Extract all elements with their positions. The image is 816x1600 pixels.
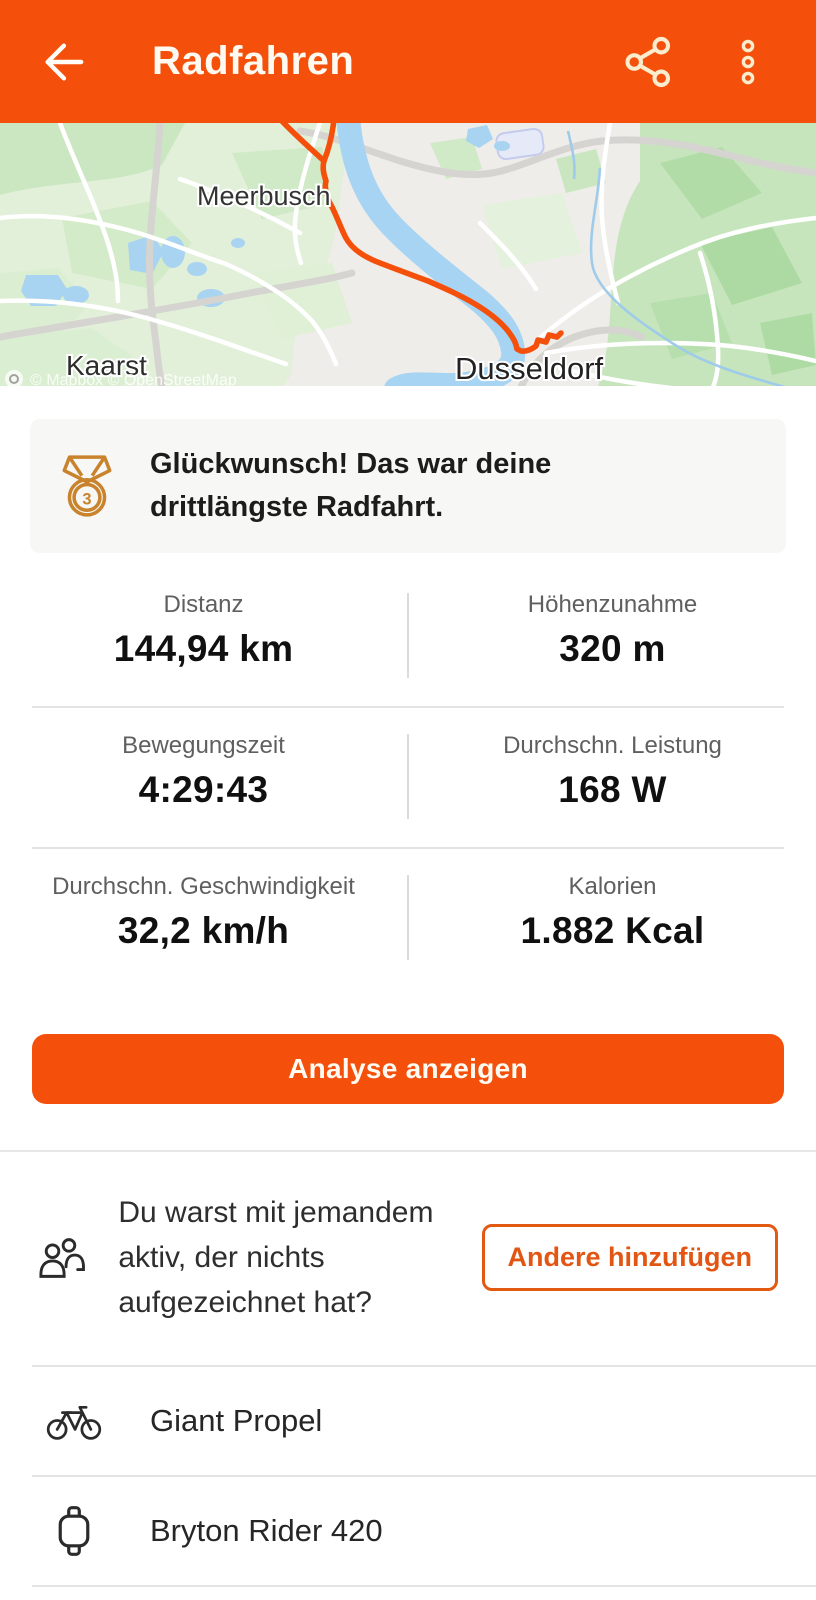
bronze-medal-icon: 3 (62, 455, 112, 517)
stat-value: 4:29:43 (138, 769, 269, 810)
three-dot-menu-icon (741, 39, 755, 84)
stats-vertical-divider (407, 734, 409, 819)
stat-label: Höhenzunahme (527, 591, 698, 618)
device-gear-row[interactable]: Bryton Rider 420 (0, 1477, 816, 1585)
map-label-kaarst: Kaarst (66, 350, 147, 381)
show-analysis-button[interactable]: Analyse anzeigen (32, 1034, 784, 1104)
activity-route-map[interactable]: Meerbusch Kaarst Dusseldorf © Mapbox © O… (0, 123, 816, 386)
stats-vertical-divider (407, 875, 409, 960)
mapbox-logo-icon (5, 370, 23, 386)
stat-label: Durchschn. Leistung (503, 732, 722, 759)
stat-average-power: Durchschn. Leistung 168 W (409, 732, 816, 847)
stats-row-2: Bewegungszeit 4:29:43 Durchschn. Leistun… (0, 708, 816, 847)
map-roads-major (0, 123, 816, 386)
group-activity-section: Du warst mit jemandem aktiv, der nichts … (0, 1152, 816, 1365)
stat-value: 1.882 Kcal (520, 910, 705, 951)
map-attribution: © Mapbox © OpenStreetMap (30, 372, 237, 386)
stats-row-3: Durchschn. Geschwindigkeit 32,2 km/h Kal… (0, 849, 816, 988)
mapbox-logo-dot (9, 374, 19, 384)
stat-distance: Distanz 144,94 km (0, 591, 407, 706)
list-divider (32, 1365, 816, 1367)
map-label-dusseldorf: Dusseldorf (455, 351, 604, 386)
stats-horizontal-divider (32, 847, 784, 849)
stats-horizontal-divider (32, 706, 784, 708)
overflow-menu-button[interactable] (720, 34, 776, 90)
stat-value: 168 W (558, 769, 667, 810)
back-button[interactable] (36, 36, 88, 88)
section-divider (0, 1150, 816, 1152)
stats-grid: Distanz 144,94 km Höhenzunahme 320 m Bew… (0, 567, 816, 988)
stat-elevation-gain: Höhenzunahme 320 m (409, 591, 816, 706)
stats-row-1: Distanz 144,94 km Höhenzunahme 320 m (0, 567, 816, 706)
group-people-icon (39, 1237, 85, 1278)
stat-value: 144,94 km (113, 628, 294, 669)
stat-value: 320 m (559, 628, 666, 669)
list-divider (32, 1585, 816, 1587)
stat-label: Bewegungszeit (122, 732, 285, 759)
stat-value: 32,2 km/h (117, 910, 290, 951)
stat-label: Distanz (163, 591, 244, 618)
map-label-meerbusch: Meerbusch (197, 181, 331, 211)
medal-rank-number: 3 (82, 491, 91, 509)
group-activity-question: Du warst mit jemandem aktiv, der nichts … (118, 1196, 434, 1319)
route-polyline (279, 123, 564, 354)
map-lakes (21, 125, 510, 307)
stat-calories: Kalorien 1.882 Kcal (409, 873, 816, 988)
stat-moving-time: Bewegungszeit 4:29:43 (0, 732, 407, 847)
stats-vertical-divider (407, 593, 409, 678)
bike-name: Giant Propel (150, 1403, 323, 1438)
stat-average-speed: Durchschn. Geschwindigkeit 32,2 km/h (0, 873, 407, 988)
device-name: Bryton Rider 420 (150, 1513, 383, 1548)
achievement-card: 3 Glückwunsch! Das war deine drittlängst… (30, 419, 786, 553)
map-canvas: Meerbusch Kaarst Dusseldorf © Mapbox © O… (0, 123, 816, 386)
add-others-button[interactable]: Andere hinzufügen (481, 1224, 778, 1291)
map-roads-minor (0, 123, 816, 386)
app-bar: Radfahren (0, 0, 816, 123)
page-title: Radfahren (152, 39, 355, 83)
achievement-text: Glückwunsch! Das war deine drittlängste … (150, 448, 552, 523)
back-arrow-icon (45, 43, 84, 80)
bike-computer-icon (58, 1506, 90, 1556)
map-streams (566, 130, 787, 386)
bicycle-icon (46, 1405, 102, 1440)
bike-gear-row[interactable]: Giant Propel (0, 1367, 816, 1475)
stat-label: Kalorien (568, 873, 657, 900)
stat-label: Durchschn. Geschwindigkeit (52, 873, 355, 900)
share-button[interactable] (622, 34, 678, 90)
list-divider (32, 1475, 816, 1477)
share-icon (625, 36, 671, 87)
